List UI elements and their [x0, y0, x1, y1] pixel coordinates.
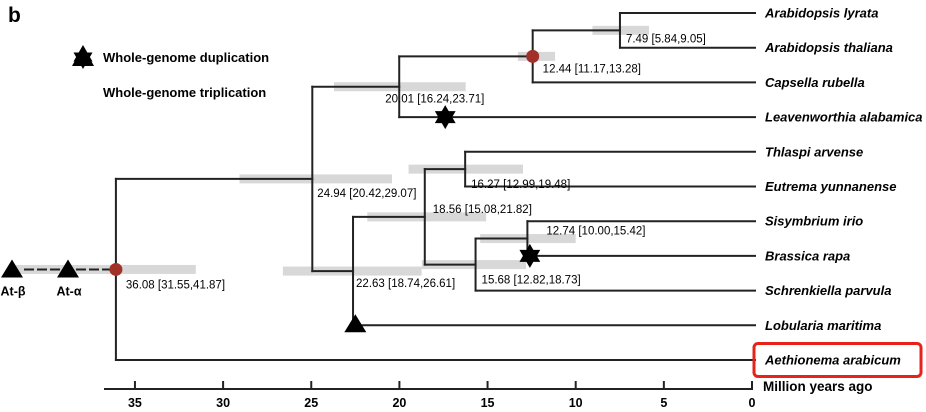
axis-tick-label: 30 [216, 396, 230, 410]
calibration-node-dot [109, 262, 123, 276]
node-age-label: 12.74 [10.00,15.42] [546, 226, 645, 238]
species-label: Schrenkiella parvula [765, 283, 891, 298]
stem-marker-label: At-β [1, 284, 26, 298]
node-age-label: 20.01 [16.24,23.71] [385, 94, 484, 106]
species-label: Sisymbrium irio [765, 214, 863, 229]
species-label: Capsella rubella [765, 75, 865, 90]
node-age-label: 15.68 [12.82,18.73] [482, 275, 581, 287]
legend-label-wgt: Whole-genome triplication [103, 84, 267, 100]
axis-tick-label: 10 [569, 396, 583, 410]
wgt-star-icon [434, 111, 456, 130]
wgd-triangle-icon [1, 259, 23, 278]
species-label: Arabidopsis lyrata [764, 6, 878, 21]
species-label: Arabidopsis thaliana [764, 40, 893, 55]
species-label: Thlaspi arvense [765, 144, 863, 159]
species-label: Brassica rapa [765, 248, 850, 263]
axis-title: Million years ago [763, 379, 873, 394]
wgt-star-icon [519, 249, 541, 268]
node-age-label: 24.94 [20.42,29.07] [317, 188, 416, 200]
axis-tick-label: 25 [304, 396, 318, 410]
legend-item-wgd: Whole-genome duplication [70, 44, 269, 70]
wgt-star-icon [70, 45, 100, 105]
node-age-label: 12.44 [11.17,13.28] [543, 63, 641, 75]
axis-tick-label: 35 [128, 396, 142, 410]
wgd-triangle-icon [57, 259, 79, 278]
species-label: Leavenworthia alabamica [765, 110, 923, 125]
legend-label-wgd: Whole-genome duplication [103, 49, 270, 65]
wgd-triangle-icon [344, 314, 367, 333]
node-age-label: 18.56 [15.08,21.82] [433, 204, 532, 216]
species-label: Aethionema arabicum [764, 353, 901, 368]
ci-bar [367, 212, 487, 222]
node-age-label: 7.49 [5.84,9.05] [626, 33, 706, 45]
axis-tick-label: 5 [660, 396, 667, 410]
node-age-label: 16.27 [12.99,19.48] [471, 179, 570, 191]
panel-label: b [8, 4, 21, 27]
axis-tick-label: 0 [749, 396, 756, 410]
stem-marker-label: At-α [56, 284, 81, 298]
axis-tick-label: 20 [392, 396, 406, 410]
legend: Whole-genome duplication Whole-genome tr… [70, 44, 269, 114]
highlight-box [752, 342, 923, 378]
calibration-node-dot [526, 49, 540, 63]
ci-bar [239, 174, 392, 184]
species-label: Eutrema yunnanense [765, 179, 897, 194]
node-age-label: 22.63 [18.74,26.61] [356, 278, 455, 290]
species-label: Lobularia maritima [765, 318, 881, 333]
axis-tick-label: 15 [481, 396, 495, 410]
legend-item-wgt: Whole-genome triplication [70, 45, 269, 105]
node-age-label: 36.08 [31.55,41.87] [126, 279, 225, 291]
